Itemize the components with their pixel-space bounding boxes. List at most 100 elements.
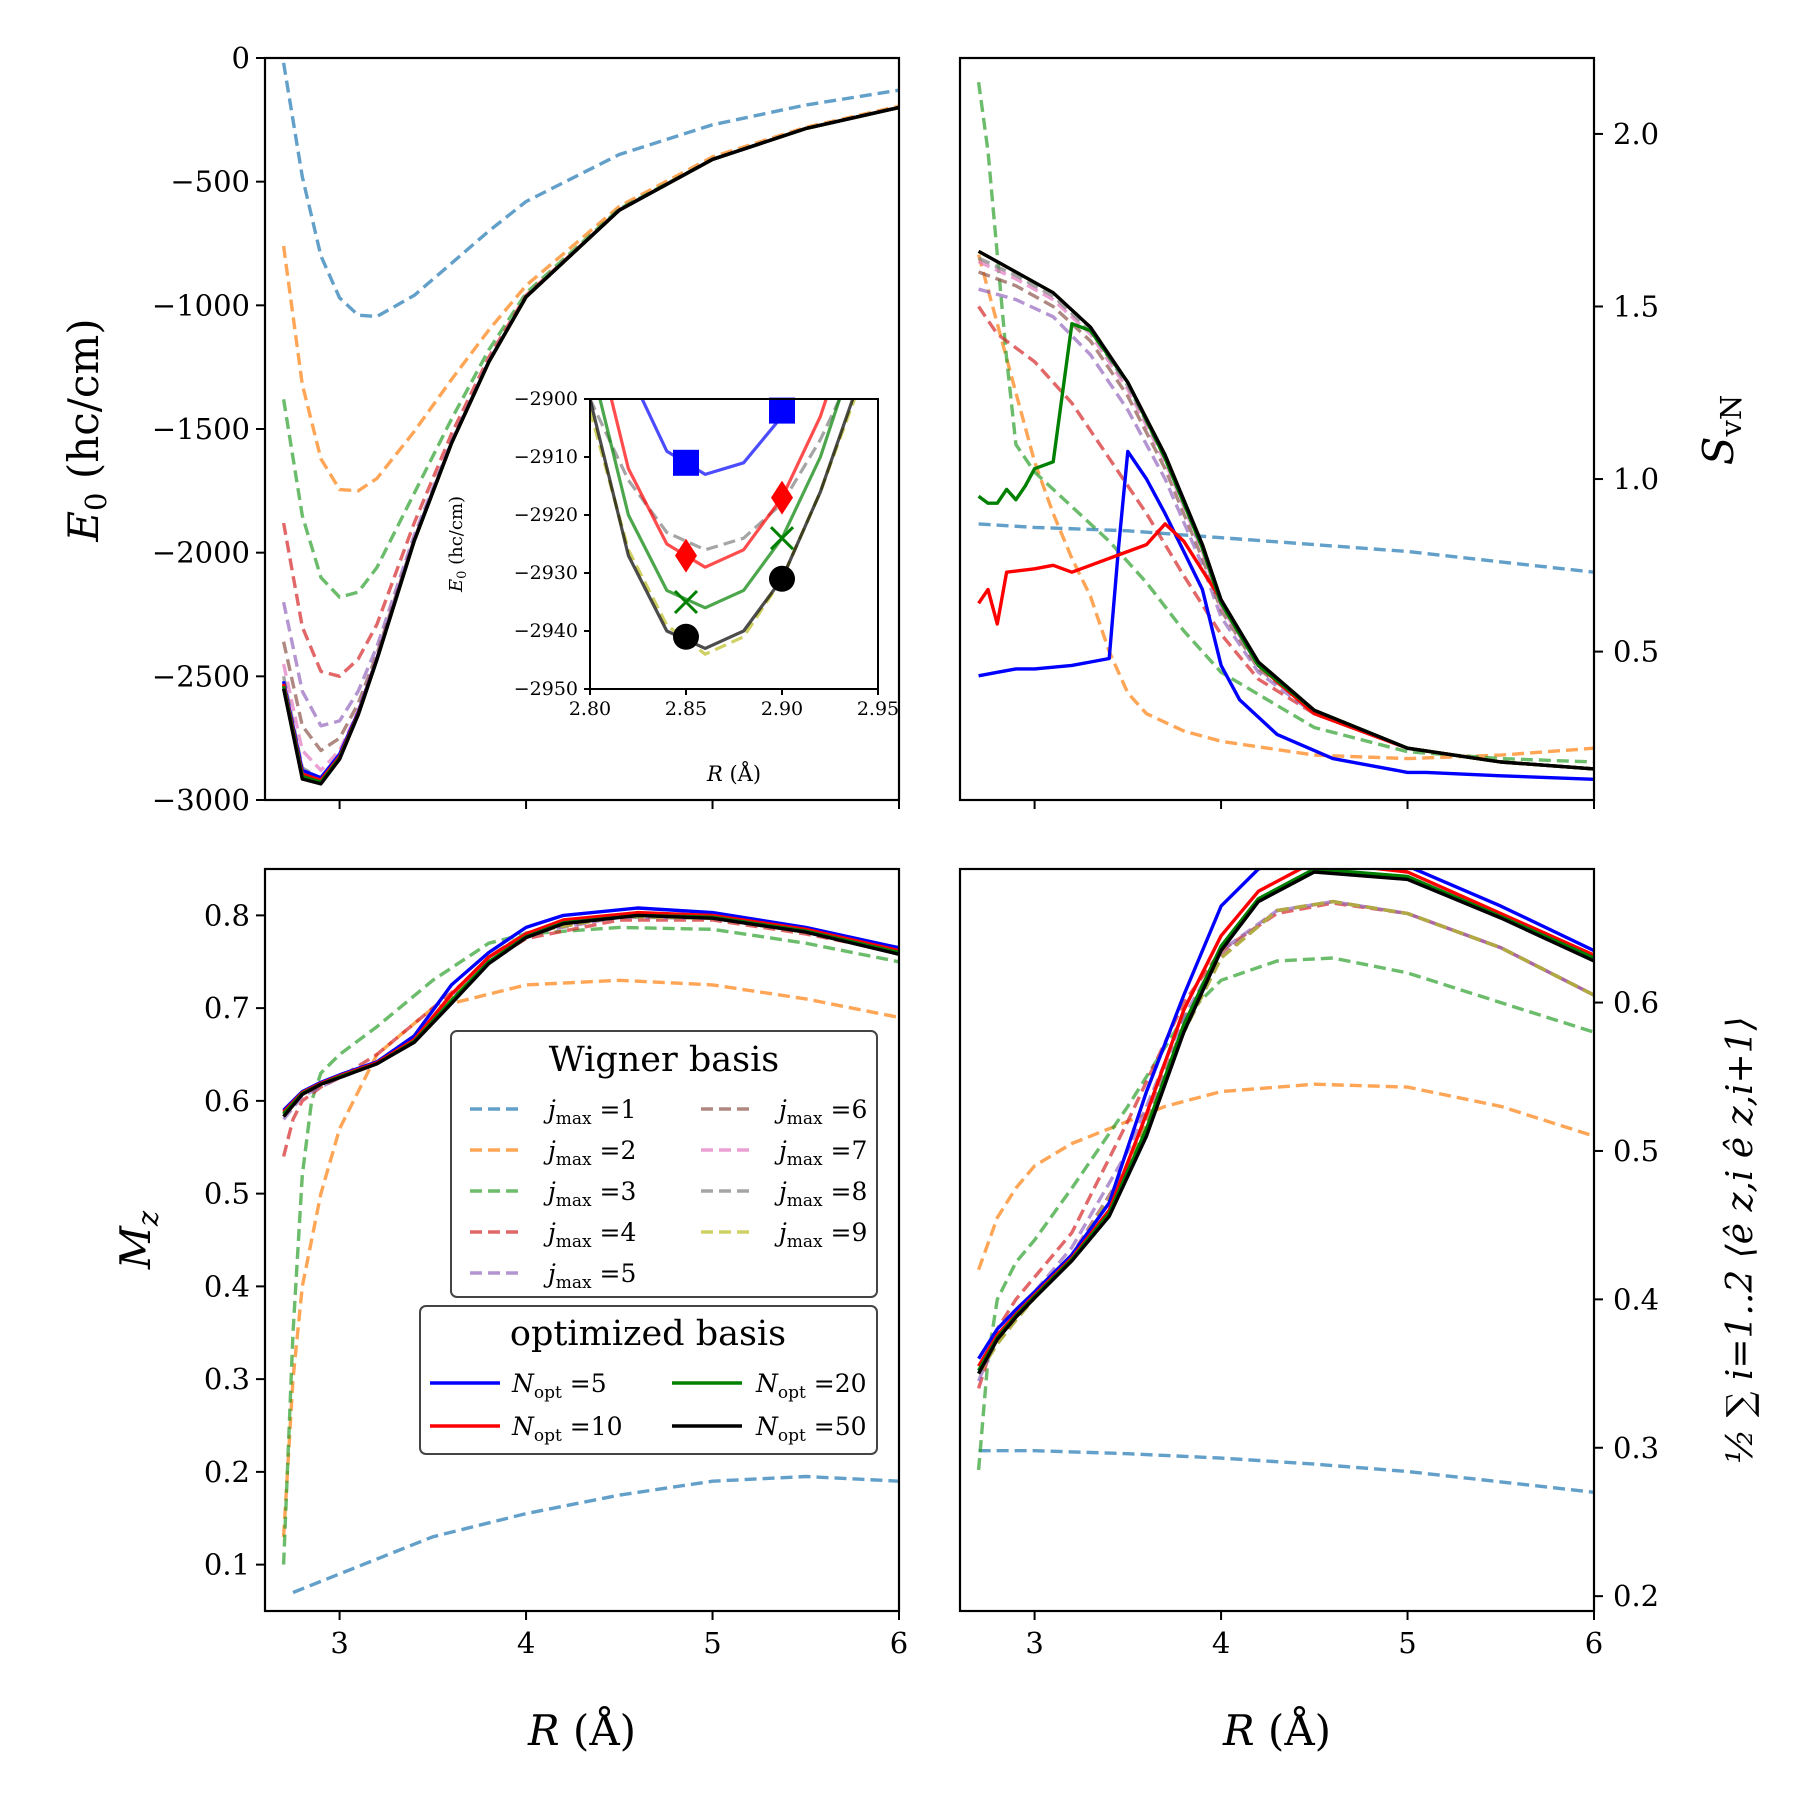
series-line-j1 xyxy=(281,62,899,319)
y-tick-label: 0.5 xyxy=(1613,1134,1659,1168)
x-tick-label: 6 xyxy=(890,1626,908,1660)
series-line-opt50 xyxy=(282,913,899,1118)
inset-x-axis-label: R (Å) xyxy=(706,761,761,786)
y-tick-label: −500 xyxy=(170,165,250,199)
y-tick-label: −1500 xyxy=(152,412,250,446)
y-tick-label: 1.0 xyxy=(1613,462,1659,496)
y-tick-label: −2910 xyxy=(514,446,578,468)
magnetization-frame xyxy=(263,867,901,1613)
legend-label: jmax =5 xyxy=(543,1259,636,1293)
y-tick-label: 0.3 xyxy=(204,1362,250,1396)
legend-label: Nopt =20 xyxy=(755,1369,867,1403)
legend-label: jmax =2 xyxy=(543,1136,636,1170)
series-line-opt10 xyxy=(609,399,828,569)
legend-label: Nopt =5 xyxy=(511,1369,607,1403)
y-tick-label: −2500 xyxy=(152,659,250,693)
correlation-plot-area xyxy=(976,869,1594,1494)
marker-opt10-1 xyxy=(771,480,793,515)
y-tick-label: 0.7 xyxy=(204,991,250,1025)
y-tick-label: 0.3 xyxy=(1613,1431,1659,1465)
inset-y-axis-label: E0 (hc/cm) xyxy=(446,496,470,593)
series-line-j2 xyxy=(977,1082,1594,1271)
y-tick-label: 0.5 xyxy=(204,1177,250,1211)
series-line-opt50 xyxy=(977,870,1594,1375)
x-tick-label: 5 xyxy=(1398,1626,1416,1660)
series-line-j1 xyxy=(978,522,1594,574)
y-tick-label: 2.0 xyxy=(1613,117,1659,151)
y-tick-label: 0.2 xyxy=(204,1455,250,1489)
series-line-opt5 xyxy=(978,449,1594,781)
y-tick-label: −2940 xyxy=(514,620,578,642)
series-line-opt50 xyxy=(590,399,855,651)
correlation-panel: 3 4 5 6 0.2 0.3 0.4 0.5 0.6 ½ ∑ i=1..2 ⟨ê z,i ê z… xyxy=(958,867,1761,1755)
x-tick-label: 4 xyxy=(517,1626,535,1660)
legend-label: jmax =3 xyxy=(543,1177,636,1211)
entropy-plot-area xyxy=(976,81,1594,781)
y-axis-label: E0 (hc/cm) xyxy=(59,318,113,542)
series-line-j3 xyxy=(281,925,899,1565)
legend-label: jmax =1 xyxy=(543,1095,636,1129)
x-tick-label: 5 xyxy=(703,1626,721,1660)
y-tick-label: 0.1 xyxy=(204,1548,250,1582)
marker-opt10-0 xyxy=(675,538,697,573)
x-tick-label: 4 xyxy=(1212,1626,1230,1660)
entropy-panel: 0.5 1.0 1.5 2.0 SvN xyxy=(958,56,1748,809)
y-tick-label: −2950 xyxy=(514,678,578,700)
y-axis-label: ½ ∑ i=1..2 ⟨ê z,i ê z,i+1⟩ xyxy=(1720,1016,1761,1463)
y-tick-label: −2920 xyxy=(514,504,578,526)
y-axis-label: SvN xyxy=(1694,395,1748,466)
energy-inset-panel: 2.80 2.85 2.90 2.95 −2900 −2910 −2920 −2930 −294… xyxy=(446,388,899,786)
entropy-frame xyxy=(958,56,1596,802)
x-tick-label: 2.80 xyxy=(569,698,611,720)
series-line-j2 xyxy=(976,254,1594,761)
x-tick-label: 2.85 xyxy=(665,698,707,720)
series-line-opt5 xyxy=(640,399,792,476)
series-line-opt20 xyxy=(598,399,842,610)
y-tick-label: 0.4 xyxy=(1613,1282,1659,1316)
series-line-j3 xyxy=(281,105,899,599)
series-line-j3 xyxy=(976,81,1594,764)
series-line-j1 xyxy=(292,1474,899,1595)
magnetization-plot-area xyxy=(281,906,899,1595)
series-line-j2 xyxy=(281,104,899,493)
x-tick-label: 2.90 xyxy=(761,698,803,720)
x-tick-label: 2.95 xyxy=(857,698,899,720)
marker-opt5-0 xyxy=(673,449,699,476)
x-axis-label: R (Å) xyxy=(527,1705,636,1755)
marker-opt5-1 xyxy=(769,397,795,424)
series-line-opt10 xyxy=(977,522,1594,771)
y-tick-label: 0.2 xyxy=(1613,1579,1659,1613)
energy-inset-frame xyxy=(589,398,879,690)
y-tick-label: 0 xyxy=(232,41,250,75)
series-line-opt5 xyxy=(977,869,1594,1360)
y-tick-label: −2930 xyxy=(514,562,578,584)
legend-title: Wigner basis xyxy=(549,1040,779,1080)
y-tick-label: 0.8 xyxy=(204,898,250,932)
energy-panel: 0 −500 −1000 −1500 −2000 −2500 −3000 E0 (hc/cm) xyxy=(59,41,901,817)
legend-optimized: optimized basis Nopt =5 Nopt =10 Nopt =20 No… xyxy=(419,1305,878,1455)
correlation-frame xyxy=(958,867,1596,1613)
legend-label: Nopt =10 xyxy=(511,1412,623,1446)
energy-inset-plot-area xyxy=(590,399,857,656)
y-tick-label: 0.6 xyxy=(204,1084,250,1118)
marker-opt50-1 xyxy=(769,565,795,592)
y-tick-label: −2900 xyxy=(514,388,578,410)
series-line-j3 xyxy=(976,956,1594,1471)
series-line-opt50 xyxy=(281,105,899,786)
y-tick-label: −3000 xyxy=(152,783,250,817)
x-axis-label: R (Å) xyxy=(1222,1705,1331,1755)
series-line-j8 xyxy=(590,399,842,552)
magnetization-panel: 3 4 5 6 0.1 0.2 0.3 0.4 0.5 0.6 0.7 0.8 Mz R (Å) xyxy=(111,867,908,1755)
y-tick-label: 0.4 xyxy=(204,1269,250,1303)
inset-background xyxy=(590,399,878,689)
legend-label: Nopt =50 xyxy=(755,1412,867,1446)
x-tick-label: 6 xyxy=(1585,1626,1603,1660)
series-line-opt50 xyxy=(977,249,1594,771)
marker-opt50-0 xyxy=(673,623,699,650)
legend-frame xyxy=(450,1030,878,1298)
series-line-j5 xyxy=(978,287,1594,771)
energy-plot-area xyxy=(281,62,899,786)
legend-label: jmax =6 xyxy=(774,1095,867,1129)
